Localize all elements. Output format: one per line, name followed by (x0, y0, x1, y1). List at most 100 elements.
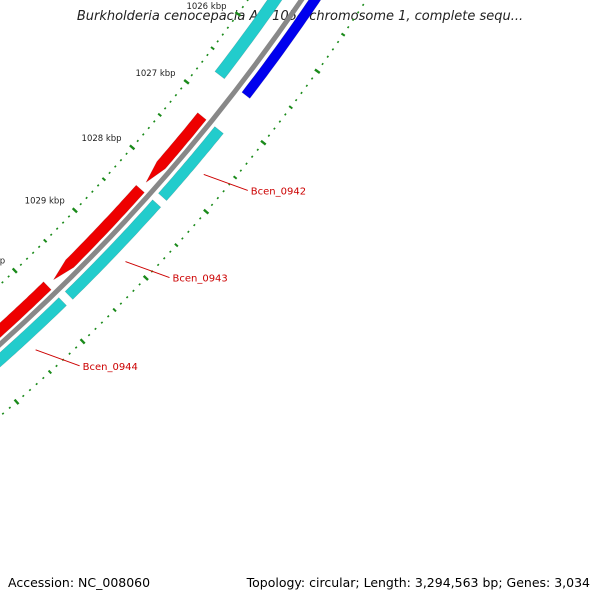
inner-tick-mark (174, 93, 178, 97)
outer-tick-mark (100, 321, 104, 324)
outer-tick-mark (310, 77, 314, 80)
inner-tick-mark (226, 26, 230, 30)
outer-tick-mark (169, 250, 172, 254)
inner-tick-mark (201, 60, 204, 64)
outer-tick-mark (94, 327, 97, 331)
inner-tick-mark (31, 251, 35, 255)
outer-tick-mark (260, 139, 267, 146)
outer-tick-mark (340, 32, 346, 37)
inner-tick-mark (71, 207, 78, 214)
backbone-layer (0, 0, 305, 348)
gene-track-block[interactable] (64, 199, 162, 300)
outer-tick-mark (239, 169, 243, 172)
outer-tick-mark (142, 274, 149, 281)
inner-tick-mark (85, 196, 88, 200)
reverse-cds-arrow[interactable] (53, 184, 145, 280)
inner-tick-mark (1, 281, 4, 284)
gene-track-block[interactable] (0, 297, 67, 377)
outer-tick-mark (278, 120, 282, 123)
outer-tick-mark (162, 257, 166, 260)
outer-tick-mark (361, 3, 365, 7)
outer-tick-mark (79, 338, 86, 345)
outer-tick-mark (47, 369, 53, 375)
kbp-tick-label: 1030 kbp (0, 257, 5, 267)
forward-cds-arrow[interactable] (241, 0, 353, 99)
gene-leader-line (125, 261, 170, 279)
outer-tick-mark (321, 62, 324, 66)
inner-tick-mark (169, 100, 172, 104)
inner-tick-mark (210, 46, 215, 51)
inner-tick-mark (136, 139, 139, 143)
inner-tick-mark (153, 120, 156, 123)
inner-tick-mark (216, 40, 219, 43)
outer-tick-mark (250, 155, 254, 158)
inner-tick-mark (7, 275, 10, 278)
inner-tick-mark (195, 67, 199, 70)
outer-tick-mark (203, 208, 210, 215)
outer-tick-mark (256, 148, 260, 152)
outer-tick-mark (193, 223, 196, 227)
outer-tick-mark (13, 398, 20, 405)
gene-name-label[interactable]: Bcen_0944 (83, 362, 138, 373)
outer-tick-mark (21, 394, 25, 398)
outer-tick-mark (210, 203, 214, 207)
outer-tick-mark (181, 237, 184, 240)
inner-tick-mark (108, 171, 111, 175)
outer-tick-mark (326, 55, 330, 58)
kbp-tick-label: 1027 kbp (135, 69, 175, 79)
outer-tick-mark (8, 406, 12, 410)
reverse-cds-arrow[interactable] (145, 112, 207, 183)
inner-tick-mark (190, 73, 194, 77)
gene-leader-line (35, 349, 80, 367)
inner-tick-mark (246, 0, 249, 2)
outer-tick-mark (346, 25, 350, 29)
inner-tick-mark (231, 19, 235, 23)
accession-label: Accession: (8, 575, 75, 590)
outer-tick-mark (106, 315, 110, 318)
outer-tick-mark (288, 105, 293, 110)
kbp-tick-label: 1029 kbp (25, 197, 65, 207)
outer-tick-mark (35, 382, 38, 386)
outer-tick-mark (294, 98, 298, 102)
outer-tick-mark (267, 134, 271, 137)
inner-tick-mark (79, 202, 83, 206)
outer-tick-mark (1, 412, 5, 415)
inner-tick-mark (49, 233, 53, 237)
gene-leader-line (203, 173, 248, 191)
outer-tick-mark (232, 175, 238, 180)
outer-tick-mark (55, 364, 58, 368)
gene-name-label[interactable]: Bcen_0943 (172, 274, 227, 285)
gene-track-block[interactable] (214, 0, 331, 80)
inner-tick-mark (221, 33, 225, 36)
gene-track-block[interactable] (157, 126, 224, 202)
inner-tick-mark (157, 112, 162, 117)
feature-layer (0, 0, 353, 377)
outer-tick-mark (305, 84, 309, 88)
outer-tick-mark (222, 189, 225, 193)
inner-tick-mark (241, 5, 245, 9)
kbp-tick-label: 1028 kbp (82, 134, 122, 144)
inner-tick-mark (37, 245, 41, 249)
inner-tick-mark (11, 267, 18, 274)
outer-tick-mark (273, 127, 276, 130)
inner-tick-mark (142, 133, 145, 136)
outer-tick-mark (174, 243, 179, 248)
chromosome-backbone (0, 0, 305, 348)
outer-tick-mark (336, 40, 340, 44)
inner-tick-mark (206, 53, 209, 57)
reverse-cds-arrow[interactable] (0, 281, 52, 356)
kbp-tick-label: 1026 kbp (186, 2, 226, 12)
tick-layer (1, 0, 370, 415)
inner-tick-mark (129, 144, 136, 151)
outer-tick-mark (42, 376, 45, 380)
inner-tick-mark (125, 152, 128, 156)
inner-tick-mark (67, 215, 71, 218)
inner-tick-mark (179, 87, 183, 90)
inner-tick-mark (25, 257, 29, 261)
gene-name-label[interactable]: Bcen_0942 (251, 186, 306, 197)
inner-tick-mark (119, 158, 123, 162)
outer-tick-mark (28, 388, 32, 392)
genome-summary: Topology: circular; Length: 3,294,563 bp… (246, 575, 590, 590)
outer-tick-mark (138, 283, 141, 286)
